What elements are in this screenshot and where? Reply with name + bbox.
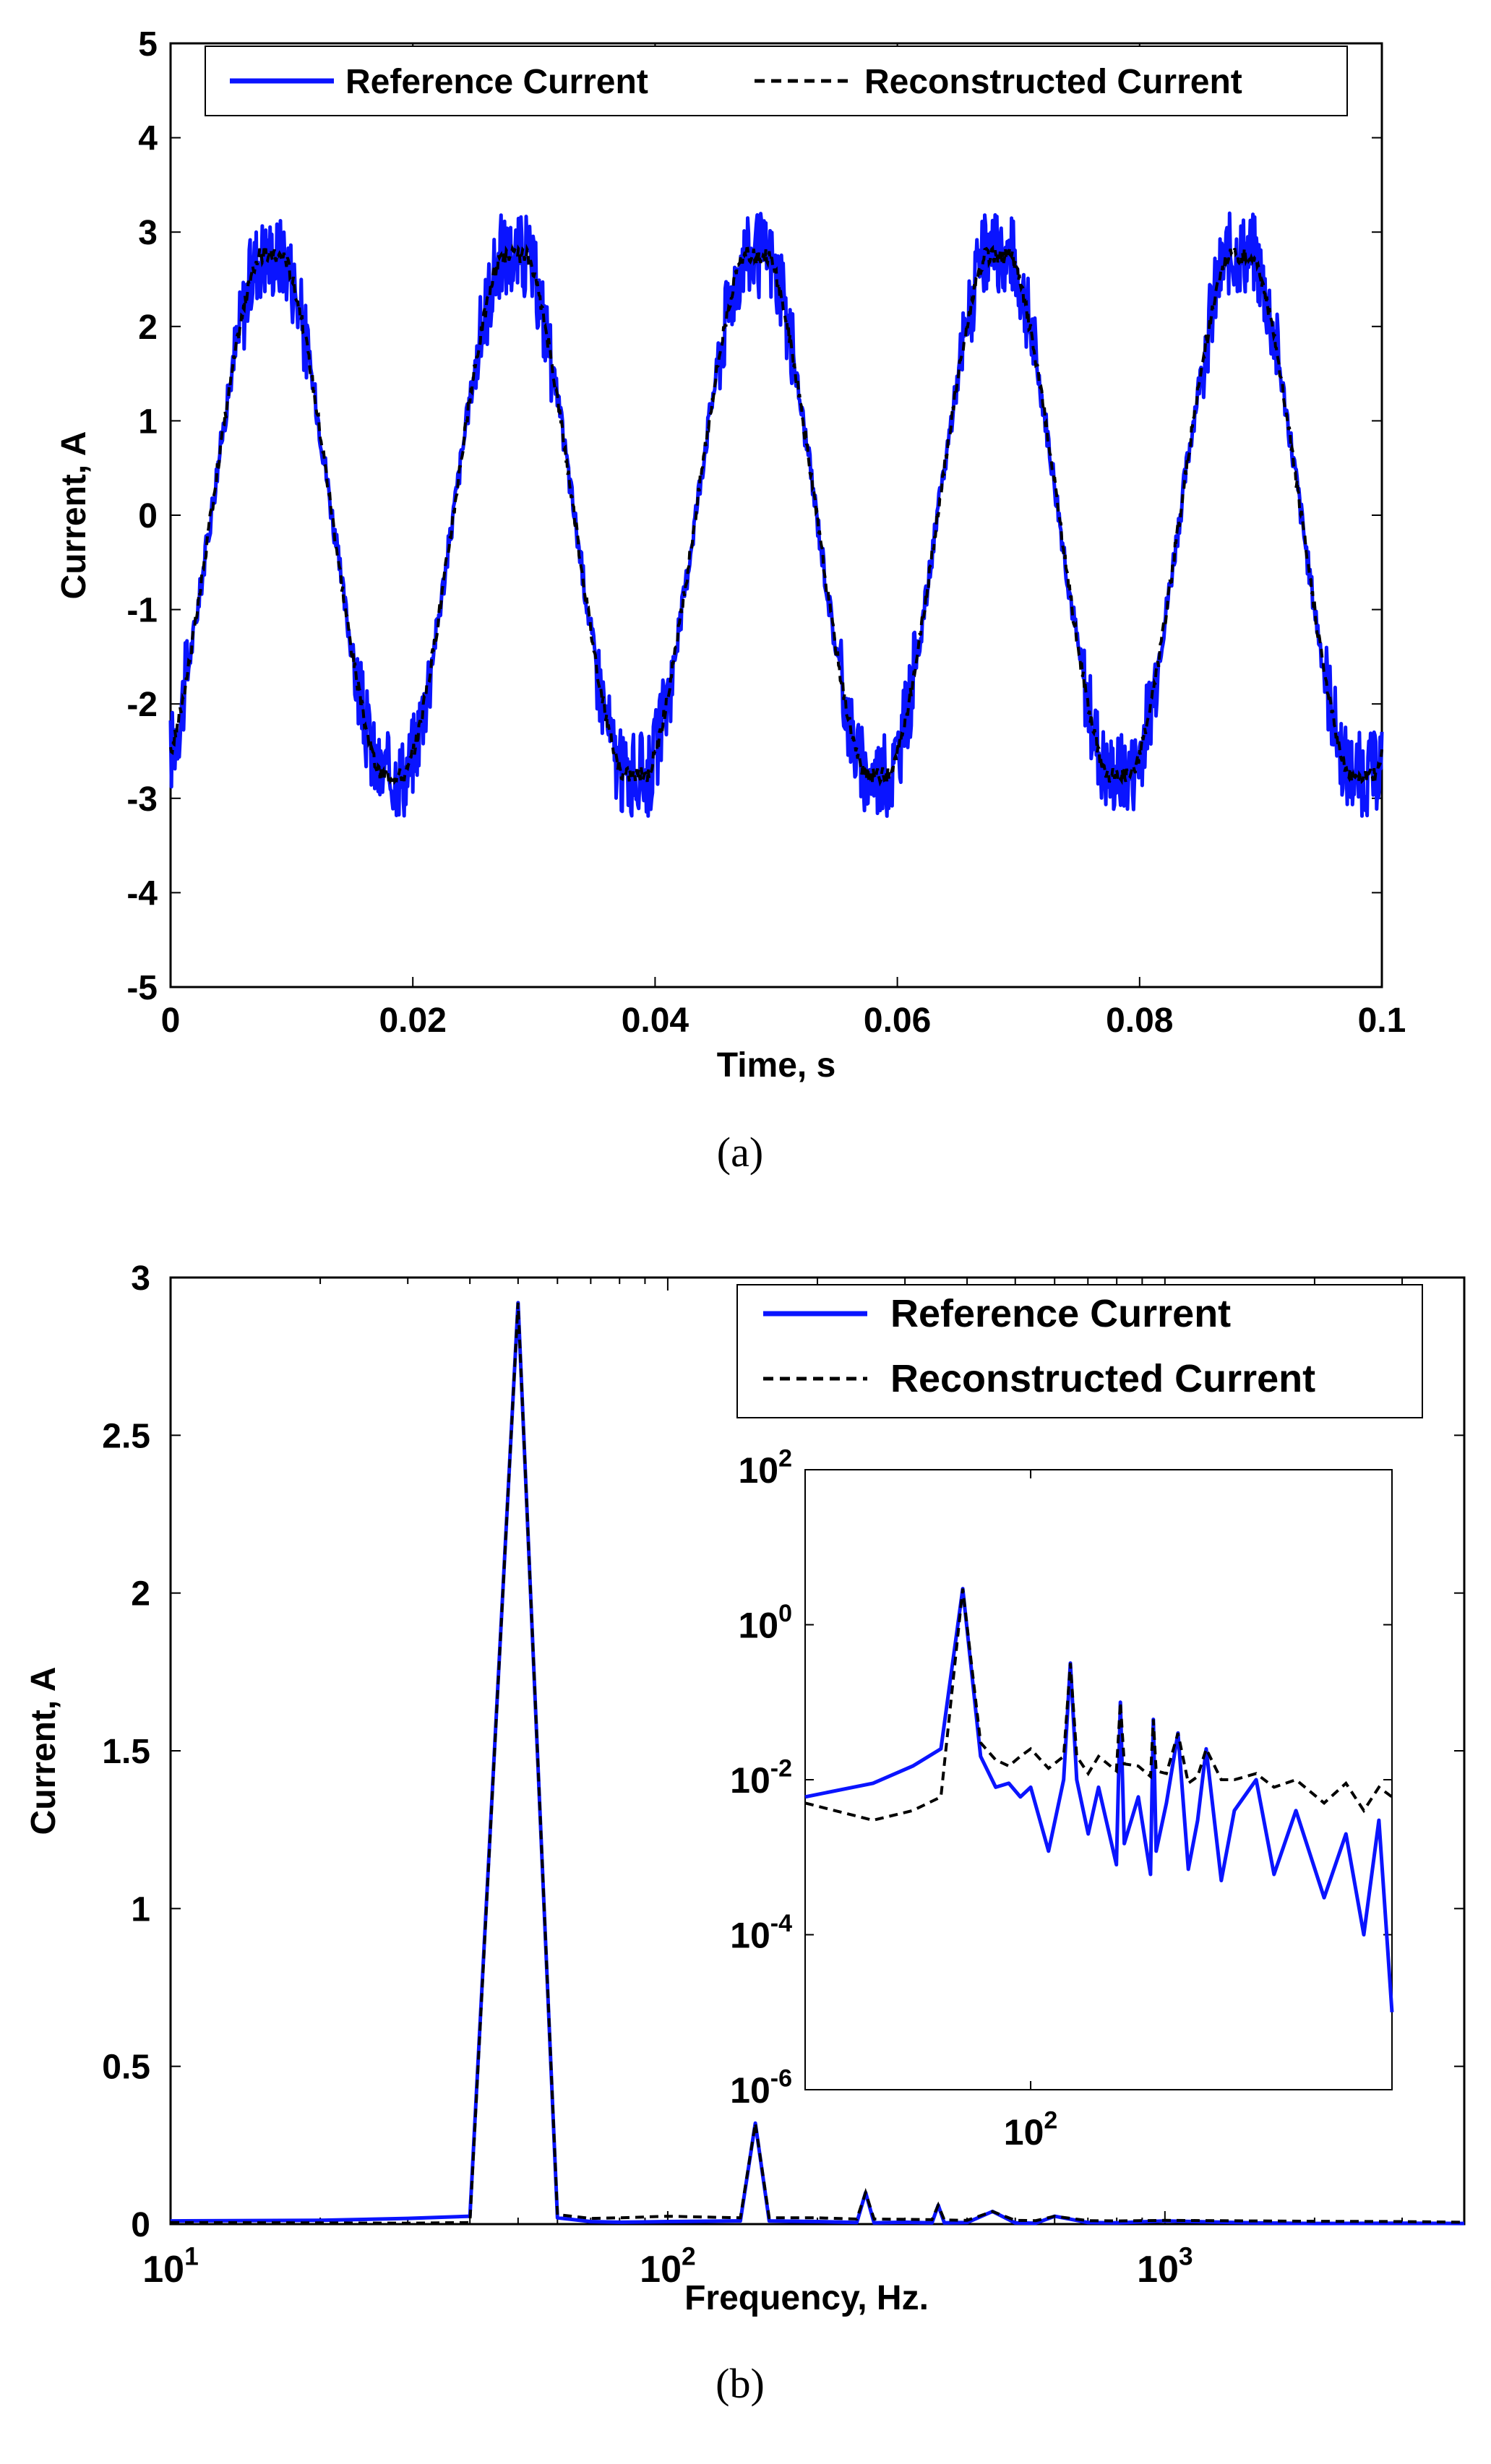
chart-b-y-tick-label: 3 xyxy=(131,1259,150,1298)
chart-b-inset-y-tick-label-exponent: 2 xyxy=(778,1445,792,1473)
chart-a-caption-close: ) xyxy=(749,1129,763,1176)
chart-b-inset-y-tick-label: 10-2 xyxy=(730,1755,792,1801)
chart-b-inset-y-tick-label-base: 10 xyxy=(730,1916,770,1956)
chart-b-caption-letter: b xyxy=(730,2360,751,2407)
chart-b-x-axis-label: Frequency, Hz. xyxy=(684,2279,929,2317)
chart-a-legend: Reference Current Reconstructed Current xyxy=(205,46,1348,116)
chart-a: -5 -4 -3 -2 -1 0 1 2 3 4 5 0 0.02 0.04 0.06 0.08 0.1 Ti… xyxy=(55,25,1406,1176)
chart-b-legend-box xyxy=(736,1284,1423,1418)
chart-b-inset-y-tick-label: 10-4 xyxy=(730,1910,792,1956)
chart-a-caption-letter: a xyxy=(731,1129,749,1176)
chart-b-legend-label-reconstructed: Reconstructed Current xyxy=(890,1357,1315,1400)
chart-a-plot-area xyxy=(169,42,1383,988)
chart-a-y-tick-label: 4 xyxy=(138,120,158,158)
chart-b-inset-y-tick-label-exponent: -2 xyxy=(770,1755,792,1783)
chart-b-x-tick-label-base: 10 xyxy=(1137,2249,1179,2291)
chart-a-caption: (a) xyxy=(717,1129,763,1176)
chart-a-x-tick-label: 0.08 xyxy=(1106,1001,1173,1040)
chart-a-x-tick-label: 0 xyxy=(161,1001,181,1040)
chart-b-inset-y-tick-label-base: 10 xyxy=(730,1760,770,1801)
chart-b-y-tick-label: 2.5 xyxy=(102,1417,150,1455)
chart-b-x-tick-label: 103 xyxy=(1137,2243,1193,2291)
chart-a-y-tick-label: 2 xyxy=(138,309,158,347)
chart-a-y-tick-label: -2 xyxy=(126,686,158,724)
chart-b-x-tick-label-exponent: 3 xyxy=(1179,2243,1193,2271)
chart-b-x-tick-label-base: 10 xyxy=(640,2249,682,2291)
chart-b-inset-y-tick-label: 102 xyxy=(738,1445,792,1491)
chart-a-y-tick-label: -1 xyxy=(126,592,158,630)
chart-a-x-tick-label: 0.04 xyxy=(622,1001,689,1040)
chart-b-x-tick-label-base: 10 xyxy=(142,2249,184,2291)
chart-a-series-reconstructed xyxy=(169,244,1383,787)
chart-b-x-tick-label-exponent: 1 xyxy=(184,2243,199,2271)
chart-b-inset-y-tick-label-base: 10 xyxy=(738,1606,778,1646)
chart-b-caption-open: ( xyxy=(716,2360,729,2407)
chart-a-x-tick-label: 0.02 xyxy=(379,1001,446,1040)
chart-b-inset-x-tick-label: 102 xyxy=(1004,2107,1058,2153)
chart-a-y-tick-label: -4 xyxy=(126,874,158,913)
chart-b-y-tick-label: 1.5 xyxy=(102,1733,150,1771)
chart-a-x-tick-label: 0.06 xyxy=(864,1001,931,1040)
chart-b-inset-y-tick-label-base: 10 xyxy=(730,2070,770,2111)
chart-a-y-axis-label: Current, A xyxy=(55,431,93,600)
chart-b-x-tick-label: 101 xyxy=(142,2243,199,2291)
chart-a-x-axis-label: Time, s xyxy=(717,1046,836,1085)
chart-a-legend-label-reference: Reference Current xyxy=(345,63,648,101)
chart-a-caption-open: ( xyxy=(717,1129,731,1176)
chart-b-y-tick-label: 0.5 xyxy=(102,2049,150,2087)
chart-b-inset-plot-area xyxy=(804,1469,1393,2090)
chart-a-y-tick-label: 5 xyxy=(138,25,158,64)
chart-a-y-tick-label: -3 xyxy=(126,780,158,819)
chart-b-inset-y-tick-label: 100 xyxy=(738,1600,792,1646)
chart-b-caption-close: ) xyxy=(751,2360,765,2407)
chart-b-legend: Reference Current Reconstructed Current xyxy=(736,1284,1423,1418)
chart-a-legend-label-reconstructed: Reconstructed Current xyxy=(864,63,1242,101)
chart-b-series-reference xyxy=(170,1301,1465,2226)
chart-b-caption: (b) xyxy=(716,2360,765,2407)
chart-b-inset-y-tick-label: 10-6 xyxy=(730,2065,792,2111)
chart-b-x-tick-label: 102 xyxy=(640,2243,696,2291)
chart-b-inset-y-tick-label-exponent: -6 xyxy=(770,2065,792,2093)
chart-a-y-tick-label: 0 xyxy=(138,497,158,535)
chart-a-y-tick-label: 1 xyxy=(138,402,158,441)
chart-b-series-reconstructed xyxy=(170,1302,1465,2225)
chart-a-y-tick-label: 3 xyxy=(138,214,158,252)
chart-b-inset-y-tick-label-exponent: 0 xyxy=(778,1600,792,1627)
chart-b-inset-y-tick-label-exponent: -4 xyxy=(770,1910,792,1937)
chart-b-inset-y-tick-label-base: 10 xyxy=(738,1450,778,1491)
chart-b-y-tick-label: 1 xyxy=(131,1890,150,1929)
chart-b-x-tick-label-exponent: 2 xyxy=(682,2243,696,2271)
chart-b-inset-series-reference xyxy=(804,1587,1394,2012)
chart-b-legend-label-reference: Reference Current xyxy=(890,1292,1231,1335)
chart-b-y-axis-label: Current, A xyxy=(25,1667,63,1835)
chart-b-inset-x-tick-label-base: 10 xyxy=(1004,2112,1044,2153)
chart-b-y-tick-label: 2 xyxy=(131,1575,150,1614)
chart-b-inset-x-tick-label-exponent: 2 xyxy=(1044,2107,1057,2135)
chart-b: 00.511.522.53 101 102 103 Frequency, Hz. C… xyxy=(25,1259,1466,2407)
chart-a-series-reference xyxy=(168,211,1384,818)
chart-a-y-tick-label: -5 xyxy=(126,969,158,1007)
chart-b-y-tick-label: 0 xyxy=(131,2206,150,2244)
chart-a-x-tick-label: 0.1 xyxy=(1358,1001,1406,1040)
